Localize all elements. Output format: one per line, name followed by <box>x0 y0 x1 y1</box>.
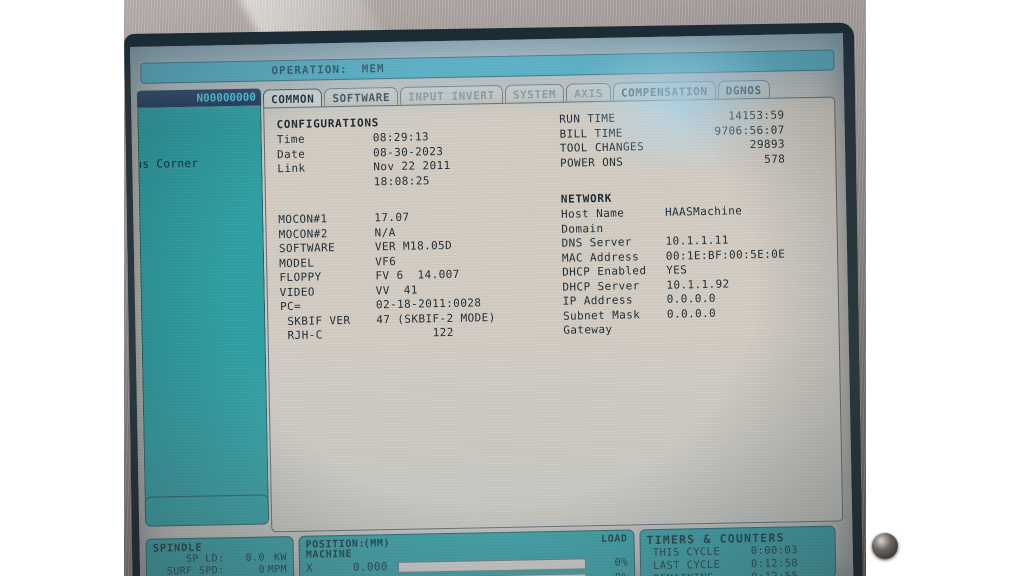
counters-and-network-column: RUN TIME 14153:59 BILL TIME 9706:56:07 T… <box>559 108 827 339</box>
tab-dgnos[interactable]: DGNOS <box>717 79 770 100</box>
axis-row-x-coordinate: 0.000 <box>352 560 389 574</box>
tab-system-label: SYSTEM <box>512 87 557 102</box>
tab-dgnos-label: DGNOS <box>725 83 762 98</box>
system-row-rjh-c-value: 122 <box>376 325 454 341</box>
counter-row-power-ons-key: POWER ONS <box>559 155 624 170</box>
tab-axis[interactable]: AXIS <box>565 82 612 103</box>
diagnostics-content-pane: CONFIGURATIONS Time 08:29:13 Date 08-30-… <box>263 96 844 533</box>
network-row-gateway-value <box>667 319 826 337</box>
system-row-rjh-c-key: RJH-C <box>280 328 323 343</box>
bezel-knob <box>872 533 898 559</box>
tab-system[interactable]: SYSTEM <box>504 83 565 104</box>
tab-input-invert-label: INPUT INVERT <box>408 88 495 104</box>
status-panel-row: SPINDLE SP LD: 0.0 KW SURF SPD: 0 MPM CH… <box>145 525 846 576</box>
timers-and-counters-panel: TIMERS & COUNTERS THIS CYCLE 0:00:03 LAS… <box>639 525 837 576</box>
tab-common[interactable]: COMMON <box>262 88 323 109</box>
position-load-header: LOAD <box>600 533 628 546</box>
timer-row-remaining-value: 0:12:55 <box>751 570 829 576</box>
network-row-gateway-key: Gateway <box>563 322 613 337</box>
spindle-row-surf-spd: SURF SPD: 0 MPM <box>153 564 287 576</box>
lcd-screen: OPERATION: MEM N00000000 dius Corner rps… <box>130 33 854 576</box>
spindle-row-sp-ld-unit: KW <box>273 552 287 564</box>
timer-row-remaining-label: REMAININS <box>647 571 751 576</box>
spindle-row-surf-spd-label: SURF SPD: <box>166 565 225 576</box>
program-listing[interactable]: dius Corner rps. <box>137 105 269 508</box>
config-row-link-time-value: 18:08:25 <box>373 173 430 188</box>
tab-axis-label: AXIS <box>573 86 604 100</box>
position-panel: POSITION: (MM) LOAD MACHINE X 0.000 0% Y… <box>298 529 636 576</box>
tab-software-label: SOFTWARE <box>332 90 391 105</box>
counter-row-power-ons-value: 578 <box>764 151 786 166</box>
tab-compensation-label: COMPENSATION <box>620 84 708 100</box>
axis-row-x-load-bar <box>397 557 587 573</box>
axis-row-x-label: X <box>305 561 314 575</box>
spindle-panel: SPINDLE SP LD: 0.0 KW SURF SPD: 0 MPM CH… <box>145 535 295 576</box>
block-number: N00000000 <box>196 90 257 105</box>
operation-mode-value: MEM <box>361 62 385 76</box>
spindle-row-surf-spd-value: 0 <box>258 564 266 576</box>
program-panel: N00000000 dius Corner rps. <box>136 88 270 534</box>
program-line-tail: rps. <box>137 492 144 504</box>
axis-row-x-load-percent: 0% <box>614 556 629 569</box>
program-secondary-panel: rps. <box>144 494 270 527</box>
spindle-row-sp-ld-value: 0.0 <box>245 552 265 564</box>
operation-label: OPERATION: <box>271 62 348 78</box>
axis-row-y-load-percent: 0% <box>594 571 629 576</box>
tab-common-label: COMMON <box>270 91 315 106</box>
configurations-column: CONFIGURATIONS Time 08:29:13 Date 08-30-… <box>276 113 563 344</box>
program-secondary-fragment: rps. <box>145 502 146 512</box>
program-line: dius Corner <box>137 156 199 172</box>
haas-control-ui: OPERATION: MEM N00000000 dius Corner rps… <box>130 33 853 576</box>
spindle-row-surf-spd-unit: MPM <box>267 564 288 576</box>
